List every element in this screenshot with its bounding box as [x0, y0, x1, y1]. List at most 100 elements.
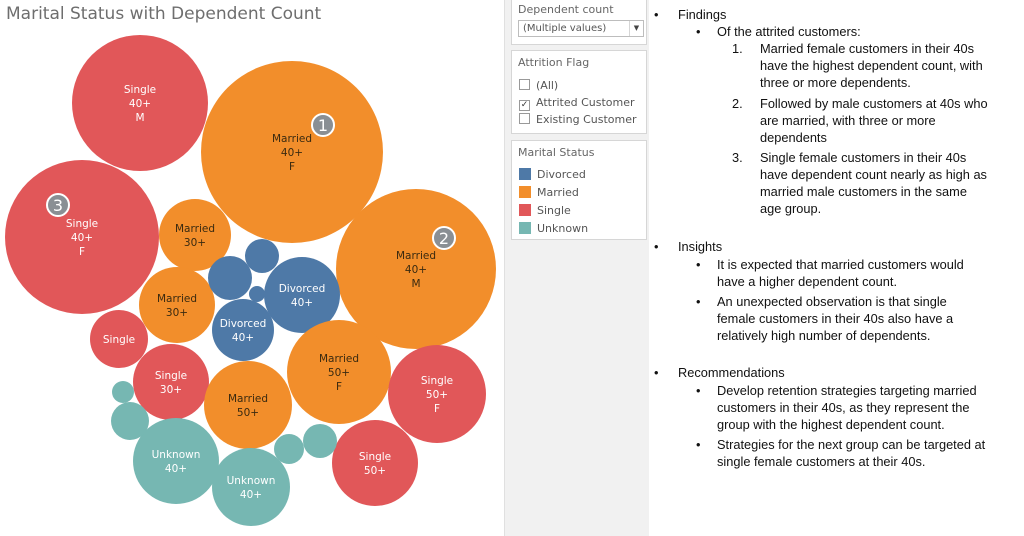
bubble-single[interactable]: Single 30+: [133, 344, 209, 420]
bubble-circle[interactable]: [159, 199, 231, 271]
bubble-divorced[interactable]: [249, 286, 265, 302]
bubble-circle[interactable]: [264, 257, 340, 333]
bubble-circle[interactable]: [139, 267, 215, 343]
attrition-option-attrited[interactable]: ✓ Attrited Customer: [519, 96, 635, 111]
bubble-label: 50+: [426, 389, 448, 401]
bubble-unknown[interactable]: [303, 424, 337, 458]
bubble-circle[interactable]: [212, 448, 290, 526]
bubble-circle[interactable]: [111, 402, 149, 440]
bubble-circle[interactable]: [249, 286, 265, 302]
legend-item-single[interactable]: Single: [519, 204, 571, 218]
bubble-label: Married: [272, 133, 312, 145]
finding-3-line: married male customers in the same: [760, 184, 967, 199]
insight-line: An unexpected observation is that single: [717, 294, 947, 309]
bubble-married[interactable]: Married 30+: [159, 199, 231, 271]
bubble-circle[interactable]: [201, 61, 383, 243]
bubble-circle[interactable]: [90, 310, 148, 368]
bubble-label: 30+: [160, 384, 182, 396]
bubble-unknown[interactable]: [111, 402, 149, 440]
bubble-label: 30+: [184, 237, 206, 249]
bubble-circle[interactable]: [212, 299, 274, 361]
bubble-married[interactable]: Married 50+: [204, 361, 292, 449]
badge-number: 1: [318, 116, 328, 135]
bubble-single[interactable]: Single 50+: [332, 420, 418, 506]
checkbox-attrited[interactable]: ✓: [519, 100, 530, 111]
bubble-label: 40+: [405, 264, 427, 276]
bubble-unknown[interactable]: [112, 381, 134, 403]
bubble-label: 40+: [129, 98, 151, 110]
bubble-single[interactable]: Single 50+ F: [388, 345, 486, 443]
attrition-option-label: Existing Customer: [536, 113, 637, 126]
bubble-circle[interactable]: [133, 418, 219, 504]
bubble-unknown[interactable]: [274, 434, 304, 464]
findings-heading: Findings: [678, 7, 727, 22]
finding-number: 1.: [732, 41, 743, 56]
legend-item-unknown[interactable]: Unknown: [519, 222, 588, 236]
dependent-count-value: (Multiple values): [523, 23, 607, 34]
bubble-married[interactable]: Married 40+ F: [201, 61, 383, 243]
bubble-married[interactable]: Married 50+ F: [287, 320, 391, 424]
finding-number: 2.: [732, 96, 743, 111]
legend-label: Married: [537, 186, 579, 199]
bullet: •: [696, 437, 701, 452]
bubble-label: Married: [319, 353, 359, 365]
badge-number: 2: [439, 229, 449, 248]
recommendation-line: single female customers at their 40s.: [717, 454, 926, 469]
chevron-down-icon[interactable]: ▼: [629, 21, 643, 36]
checkbox-existing[interactable]: [519, 113, 530, 124]
finding-3-line: Single female customers in their 40s: [760, 150, 967, 165]
bubble-single[interactable]: Single 40+ F: [5, 160, 159, 314]
bullet: •: [696, 24, 701, 39]
bubble-label: 30+: [166, 307, 188, 319]
legend-item-married[interactable]: Married: [519, 186, 579, 200]
legend-swatch: [519, 204, 531, 216]
finding-3-line: have dependent count nearly as high as: [760, 167, 987, 182]
bubble-divorced[interactable]: [208, 256, 252, 300]
bubble-circle[interactable]: [112, 381, 134, 403]
bubble-circle[interactable]: [287, 320, 391, 424]
bubble-unknown[interactable]: Unknown 40+: [133, 418, 219, 504]
bubble-circle[interactable]: [5, 160, 159, 314]
bubble-divorced[interactable]: Divorced 40+: [264, 257, 340, 333]
bubble-married[interactable]: Married 30+: [139, 267, 215, 343]
insight-line: female customers in their 40s also have …: [717, 311, 954, 326]
bubble-circle[interactable]: [72, 35, 208, 171]
bubble-circle[interactable]: [388, 345, 486, 443]
bubble-circle[interactable]: [336, 189, 496, 349]
legend-label: Divorced: [537, 168, 586, 181]
checkbox-all[interactable]: [519, 79, 530, 90]
bubble-circle[interactable]: [133, 344, 209, 420]
legend-swatch: [519, 186, 531, 198]
bubble-circle[interactable]: [204, 361, 292, 449]
bubble-unknown[interactable]: Unknown 40+: [212, 448, 290, 526]
bubble-single[interactable]: Single: [90, 310, 148, 368]
bubble-divorced[interactable]: Divorced 40+: [212, 299, 274, 361]
bullet: •: [654, 239, 659, 254]
attrition-option-existing[interactable]: Existing Customer: [519, 113, 637, 127]
bubble-circle[interactable]: [208, 256, 252, 300]
bubble-label: 50+: [237, 407, 259, 419]
bubble-circle[interactable]: [303, 424, 337, 458]
annotation-badge-2: 2: [432, 226, 456, 250]
bubble-label: F: [79, 246, 85, 258]
insight-line: relatively high number of dependents.: [717, 328, 931, 343]
bubble-label: F: [434, 403, 440, 415]
bubble-label: 50+: [328, 367, 350, 379]
legend-label: Unknown: [537, 222, 589, 235]
recommendations-heading: Recommendations: [678, 365, 785, 380]
bubble-divorced[interactable]: [245, 239, 279, 273]
bubble-label: 40+: [232, 332, 254, 344]
bubble-single[interactable]: Single 40+ M: [72, 35, 208, 171]
bubble-label: F: [289, 161, 295, 173]
bubble-married[interactable]: Married 40+ M: [336, 189, 496, 349]
annotation-badge-1: 1: [311, 113, 335, 137]
bubble-label: 40+: [281, 147, 303, 159]
attrition-option-all[interactable]: (All): [519, 79, 558, 93]
dependent-count-dropdown[interactable]: (Multiple values) ▼: [518, 20, 644, 37]
bubble-circle[interactable]: [332, 420, 418, 506]
legend-item-divorced[interactable]: Divorced: [519, 168, 586, 182]
bubble-circle[interactable]: [274, 434, 304, 464]
bubble-circle[interactable]: [245, 239, 279, 273]
findings-notes: • Findings • Of the attrited customers: …: [654, 0, 1020, 536]
badge-number: 3: [53, 196, 63, 215]
